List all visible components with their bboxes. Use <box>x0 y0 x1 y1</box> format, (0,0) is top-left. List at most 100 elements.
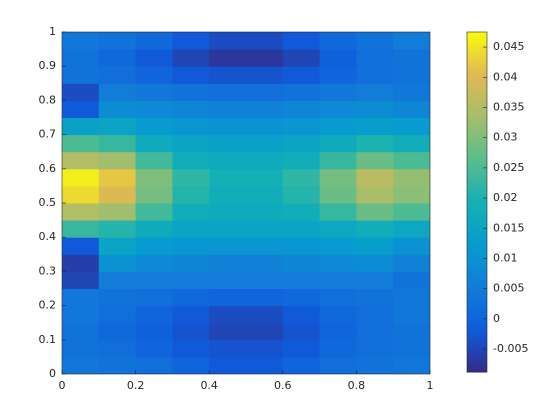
colorbar-swatch <box>467 224 487 228</box>
colorbar-swatch <box>467 289 487 294</box>
heatmap-cell <box>172 288 210 307</box>
heatmap-cell <box>172 185 210 204</box>
colorbar-swatch <box>467 267 487 271</box>
colorbar-swatch <box>467 321 487 325</box>
colorbar-swatch <box>467 255 487 260</box>
colorbar-swatch <box>467 51 487 56</box>
colorbar-swatch <box>467 216 487 220</box>
heatmap-cell <box>393 32 430 50</box>
heatmap-cell <box>282 220 321 238</box>
heatmap-cell <box>282 271 321 289</box>
colorbar-swatch <box>467 230 487 234</box>
heatmap-cell <box>62 305 100 324</box>
colorbar-swatch <box>467 111 487 115</box>
colorbar-swatch <box>467 40 487 44</box>
colorbar-swatch <box>467 261 487 265</box>
heatmap-cell <box>282 322 321 341</box>
heatmap-cell <box>209 168 247 187</box>
colorbar-tick-label: 0.005 <box>493 282 525 295</box>
heatmap-cell <box>172 49 210 67</box>
colorbar-swatch <box>467 108 487 112</box>
colorbar-swatch <box>467 173 487 177</box>
heatmap-cell <box>356 134 394 153</box>
heatmap-cell <box>98 66 137 84</box>
heatmap-cell <box>209 32 247 50</box>
heatmap-cell <box>282 66 321 84</box>
heatmap-cell <box>98 32 137 50</box>
colorbar-swatch <box>467 43 487 47</box>
heatmap-cell <box>319 203 357 221</box>
colorbar-swatch <box>467 100 487 104</box>
heatmap-cell <box>319 134 357 153</box>
colorbar-swatch <box>467 298 487 302</box>
colorbar-swatch <box>467 182 487 186</box>
colorbar-swatch <box>467 287 487 291</box>
colorbar-swatch <box>467 97 487 101</box>
colorbar-swatch <box>467 105 487 109</box>
heatmap-cell <box>209 203 247 221</box>
heatmap-cell <box>319 220 357 238</box>
colorbar-swatch <box>467 63 487 67</box>
heatmap-cell <box>172 151 210 170</box>
heatmap-cell <box>172 356 210 374</box>
heatmap-cell <box>393 322 430 341</box>
y-tick-label: 0.1 <box>39 333 57 346</box>
heatmap-cell <box>62 100 100 118</box>
heatmap-cell <box>319 305 357 324</box>
heatmap-cell <box>246 117 284 136</box>
heatmap-cell <box>62 322 100 341</box>
heatmap-cell <box>62 288 100 307</box>
heatmap-cell <box>62 220 100 238</box>
heatmap-cell <box>98 254 137 272</box>
heatmap-cell <box>393 100 430 118</box>
colorbar-swatch <box>467 165 487 169</box>
heatmap-cell <box>209 305 247 324</box>
x-tick-label: 0.4 <box>200 379 218 392</box>
colorbar-swatch <box>467 148 487 152</box>
colorbar-swatch <box>467 66 487 70</box>
colorbar-swatch <box>467 233 487 237</box>
heatmap-cell <box>98 134 137 153</box>
colorbar-swatch <box>467 244 487 248</box>
heatmap-cell <box>172 203 210 221</box>
colorbar-swatch <box>467 264 487 268</box>
heatmap-cell <box>282 117 321 136</box>
heatmap-cell <box>98 168 137 187</box>
heatmap-cell <box>62 254 100 272</box>
heatmap-cell <box>356 32 394 50</box>
colorbar-tick-label: 0.045 <box>493 40 525 53</box>
heatmap-cell <box>319 185 357 204</box>
colorbar-swatch <box>467 193 487 197</box>
colorbar-tick-label: 0.03 <box>493 131 518 144</box>
y-tick-label: 0.4 <box>39 230 57 243</box>
heatmap-cell <box>172 339 210 358</box>
heatmap-cells <box>62 32 430 374</box>
colorbar-swatch <box>467 318 487 322</box>
heatmap-cell <box>172 66 210 84</box>
colorbar-swatch <box>467 122 487 126</box>
heatmap-cell <box>319 322 357 341</box>
x-tick-label: 0.2 <box>127 379 145 392</box>
heatmap-cell <box>135 203 173 221</box>
heatmap-cell <box>246 66 284 84</box>
heatmap-cell <box>319 32 357 50</box>
heatmap-cell <box>319 254 357 272</box>
heatmap-cell <box>135 288 173 307</box>
heatmap-cell <box>282 168 321 187</box>
heatmap-cell <box>393 83 430 101</box>
colorbar-swatch <box>467 117 487 121</box>
heatmap-cell <box>393 288 430 307</box>
colorbar-swatch <box>467 340 487 345</box>
colorbar-swatch <box>467 360 487 364</box>
heatmap-cell <box>209 100 247 118</box>
colorbar-swatch <box>467 168 487 172</box>
heatmap-cell <box>62 271 100 289</box>
heatmap-cell <box>356 203 394 221</box>
heatmap-cell <box>135 168 173 187</box>
colorbar-swatch <box>467 329 487 333</box>
colorbar-tick-label: 0.015 <box>493 221 525 234</box>
colorbar-swatch <box>467 49 487 53</box>
colorbar-swatch <box>467 366 487 370</box>
colorbar-swatch <box>467 278 487 282</box>
heatmap-cell <box>393 237 430 255</box>
